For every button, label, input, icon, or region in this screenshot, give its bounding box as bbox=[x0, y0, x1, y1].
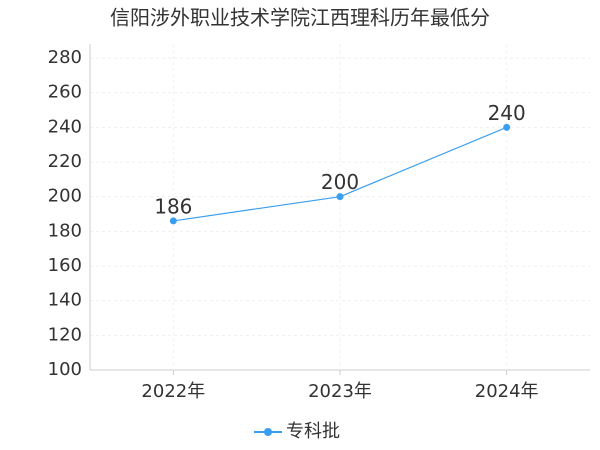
x-tick-label: 2022年 bbox=[141, 381, 205, 402]
x-tick-label: 2023年 bbox=[308, 381, 372, 402]
point bbox=[503, 123, 511, 131]
point bbox=[169, 217, 177, 225]
y-tick-label: 200 bbox=[48, 186, 82, 207]
legend-label: 专科批 bbox=[286, 421, 340, 442]
chart-title: 信阳涉外职业技术学院江西理科历年最低分 bbox=[110, 6, 490, 30]
y-tick-label: 280 bbox=[48, 47, 82, 68]
y-tick-label: 240 bbox=[48, 116, 82, 137]
y-tick-label: 120 bbox=[48, 324, 82, 345]
x-tick-label: 2024年 bbox=[475, 381, 539, 402]
data-label: 240 bbox=[488, 101, 526, 125]
point bbox=[336, 193, 344, 201]
y-tick-label: 140 bbox=[48, 290, 82, 311]
y-tick-label: 160 bbox=[48, 255, 82, 276]
data-label: 186 bbox=[154, 194, 192, 218]
data-label: 200 bbox=[321, 170, 359, 194]
legend-marker bbox=[264, 428, 272, 436]
y-tick-label: 260 bbox=[48, 82, 82, 103]
y-tick-label: 220 bbox=[48, 151, 82, 172]
y-tick-label: 100 bbox=[48, 359, 82, 380]
y-tick-label: 180 bbox=[48, 220, 82, 241]
